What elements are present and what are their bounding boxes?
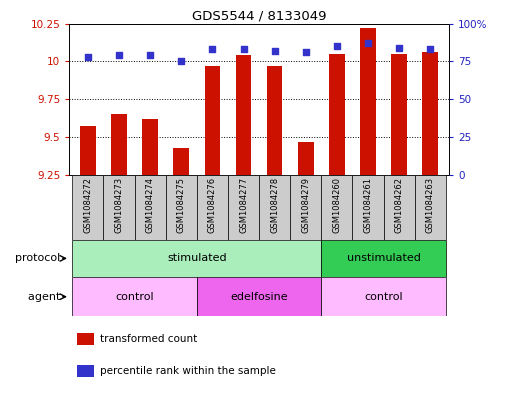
Point: [146, 52, 154, 59]
Point: [115, 52, 123, 59]
Bar: [384, 175, 415, 240]
Text: unstimulated: unstimulated: [347, 253, 421, 263]
Bar: [77, 365, 94, 377]
Bar: [143, 119, 158, 175]
Title: GDS5544 / 8133049: GDS5544 / 8133049: [192, 9, 326, 22]
Bar: [360, 28, 376, 175]
Text: protocol: protocol: [15, 253, 64, 263]
Bar: [111, 114, 127, 175]
Text: GSM1084261: GSM1084261: [364, 177, 372, 233]
Bar: [228, 175, 259, 240]
Bar: [104, 175, 134, 240]
Text: agent: agent: [28, 292, 64, 302]
Text: GSM1084260: GSM1084260: [332, 177, 341, 233]
Point: [395, 45, 403, 51]
Bar: [166, 175, 197, 240]
Bar: [321, 175, 352, 240]
Bar: [391, 54, 407, 175]
Bar: [329, 54, 345, 175]
Text: GSM1084276: GSM1084276: [208, 177, 217, 233]
Point: [177, 58, 185, 64]
Point: [240, 46, 248, 52]
Bar: [72, 240, 321, 277]
Bar: [72, 175, 104, 240]
Bar: [267, 66, 282, 175]
Text: GSM1084278: GSM1084278: [270, 177, 279, 233]
Bar: [77, 333, 94, 345]
Text: stimulated: stimulated: [167, 253, 227, 263]
Text: GSM1084272: GSM1084272: [84, 177, 92, 233]
Text: GSM1084263: GSM1084263: [426, 177, 435, 233]
Bar: [259, 175, 290, 240]
Point: [426, 46, 435, 52]
Bar: [173, 148, 189, 175]
Bar: [422, 52, 438, 175]
Bar: [134, 175, 166, 240]
Text: GSM1084275: GSM1084275: [177, 177, 186, 233]
Point: [302, 49, 310, 55]
Bar: [236, 55, 251, 175]
Bar: [197, 175, 228, 240]
Text: percentile rank within the sample: percentile rank within the sample: [100, 366, 275, 376]
Point: [208, 46, 216, 52]
Bar: [298, 141, 313, 175]
Point: [333, 43, 341, 50]
Text: edelfosine: edelfosine: [230, 292, 288, 302]
Bar: [197, 277, 321, 316]
Text: GSM1084279: GSM1084279: [301, 177, 310, 233]
Text: transformed count: transformed count: [100, 334, 197, 344]
Bar: [72, 277, 197, 316]
Text: control: control: [364, 292, 403, 302]
Bar: [321, 277, 446, 316]
Bar: [352, 175, 384, 240]
Bar: [205, 66, 220, 175]
Text: control: control: [115, 292, 154, 302]
Text: GSM1084273: GSM1084273: [114, 177, 124, 233]
Bar: [415, 175, 446, 240]
Point: [84, 54, 92, 60]
Bar: [80, 127, 96, 175]
Bar: [290, 175, 321, 240]
Text: GSM1084277: GSM1084277: [239, 177, 248, 233]
Text: GSM1084262: GSM1084262: [394, 177, 404, 233]
Bar: [321, 240, 446, 277]
Point: [364, 40, 372, 46]
Point: [270, 48, 279, 54]
Text: GSM1084274: GSM1084274: [146, 177, 154, 233]
